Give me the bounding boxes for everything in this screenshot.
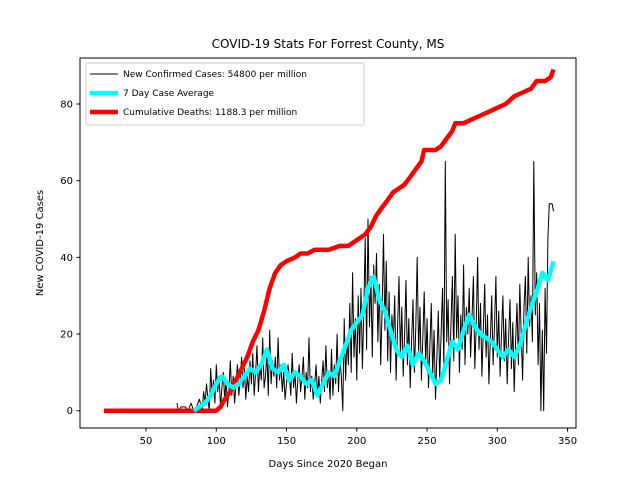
legend-label-cumulative-deaths: Cumulative Deaths: 1188.3 per million [123,108,297,118]
y-tick-label: 60 [60,176,73,187]
x-tick-label: 300 [488,436,507,447]
series-line-cumulative-deaths-1188-3 [103,68,556,413]
y-axis-label: New COVID-19 Cases [35,190,46,296]
x-tick-label: 100 [207,436,226,447]
x-tick-label: 200 [347,436,366,447]
series-layer [103,68,556,413]
series-line-7-day-case-average [192,260,556,413]
x-axis-label: Days Since 2020 Began [269,459,388,470]
legend-box [85,62,365,126]
y-tick-label: 80 [60,100,73,111]
x-tick-label: 250 [418,436,437,447]
y-tick-label: 0 [67,406,73,417]
chart-title: COVID-19 Stats For Forrest County, MS [212,37,445,51]
y-tick-label: 20 [60,330,73,341]
series-line-new-confirmed-cases-5480 [176,161,554,412]
x-tick-label: 50 [140,436,153,447]
legend-label-7-day-average: 7 Day Case Average [123,89,215,99]
x-tick-label: 350 [558,436,577,447]
legend-label-new-cases: New Confirmed Cases: 54800 per million [123,70,307,80]
legend: New Confirmed Cases: 54800 per million 7… [85,62,365,126]
x-tick-label: 150 [277,436,296,447]
ticks-layer: 50 100 150 200 250 300 350 0 20 40 60 80 [60,100,577,447]
plot-frame [79,57,577,429]
y-tick-label: 40 [60,253,73,264]
